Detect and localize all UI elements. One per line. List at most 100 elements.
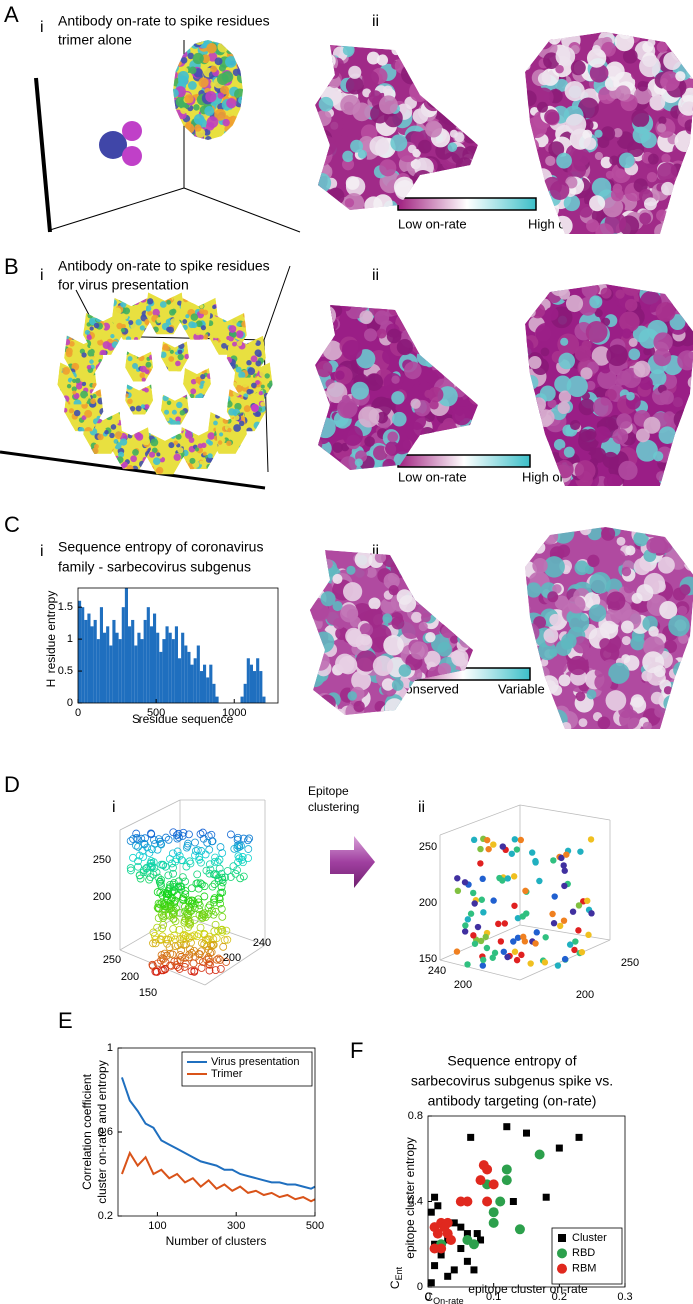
- point-3d: [585, 931, 592, 939]
- surface-patch: [575, 691, 586, 702]
- surface-patch: [176, 365, 184, 372]
- surface-patch: [235, 330, 244, 339]
- panel-title: Antibody on-rate to spike residues: [58, 258, 270, 274]
- point-3d: [134, 857, 142, 866]
- surface-patch: [80, 376, 86, 383]
- surface-patch: [135, 405, 142, 412]
- surface-patch: [628, 348, 641, 361]
- surface-patch: [173, 62, 179, 73]
- bar: [149, 626, 153, 703]
- point-3d: [214, 954, 223, 963]
- surface-patch: [192, 52, 204, 65]
- surface-patch: [95, 389, 104, 397]
- point-3d: [566, 941, 574, 948]
- surface-patch: [239, 131, 243, 139]
- point-3d: [169, 869, 177, 878]
- surface-patch: [525, 141, 536, 157]
- legend-box: [181, 1051, 313, 1087]
- surface-patch: [455, 174, 468, 188]
- surface-patch: [463, 308, 478, 328]
- point-3d: [181, 907, 189, 916]
- bar: [171, 639, 175, 703]
- surface-patch: [114, 431, 123, 439]
- bar: [209, 664, 213, 703]
- point-3d: [205, 845, 214, 854]
- surface-patch: [525, 90, 537, 107]
- point: [514, 1224, 525, 1235]
- surface-patch: [613, 128, 623, 138]
- axis-line: [34, 77, 52, 233]
- surface-patch: [412, 550, 435, 563]
- protein-surface: [125, 384, 154, 415]
- axis-symbol: S: [132, 712, 140, 726]
- surface-patch: [130, 297, 137, 304]
- surface-patch: [643, 636, 665, 658]
- point-3d: [140, 839, 148, 848]
- point-3d: [215, 895, 224, 904]
- surface-patch: [667, 709, 677, 719]
- surface-patch: [565, 294, 584, 313]
- surface-patch: [588, 604, 607, 622]
- point-3d: [147, 829, 155, 838]
- surface-patch: [179, 332, 187, 340]
- point-3d: [174, 829, 183, 838]
- point-3d: [239, 872, 248, 881]
- surface-patch: [525, 424, 530, 434]
- point-3d: [201, 850, 210, 859]
- surface-patch: [430, 305, 453, 317]
- surface-patch: [315, 391, 327, 407]
- surface-patch: [185, 431, 193, 439]
- point: [503, 1123, 511, 1131]
- surface-patch: [251, 415, 256, 420]
- surface-patch: [64, 338, 71, 346]
- surface-patch: [202, 451, 207, 456]
- surface-patch: [183, 297, 189, 303]
- surface-patch: [310, 700, 329, 715]
- surface-patch: [354, 550, 373, 569]
- point-3d: [577, 848, 584, 855]
- surface-patch: [226, 40, 236, 47]
- surface-patch: [310, 550, 321, 563]
- surface-patch: [368, 90, 382, 104]
- tick-label-3d: 240: [428, 965, 446, 977]
- sub-label: ii: [418, 799, 425, 816]
- surface-patch: [177, 349, 183, 355]
- surface-patch: [316, 360, 333, 378]
- panel-label: C: [4, 512, 20, 537]
- surface-patch: [543, 628, 559, 644]
- surface-patch: [180, 107, 187, 114]
- surface-patch: [171, 409, 177, 415]
- surface-patch: [57, 388, 62, 395]
- surface-patch: [560, 337, 569, 346]
- surface-patch: [537, 641, 557, 661]
- surface-patch: [357, 149, 367, 159]
- surface-patch: [222, 317, 227, 323]
- line-series: [120, 1077, 316, 1190]
- point-3d: [217, 926, 226, 934]
- surface-patch: [164, 416, 170, 422]
- surface-patch: [342, 425, 363, 446]
- surface-patch: [603, 473, 621, 486]
- point-3d: [172, 831, 181, 840]
- surface-patch: [327, 187, 345, 206]
- bar: [96, 639, 100, 703]
- line-series: [121, 1150, 316, 1203]
- surface-patch: [543, 556, 565, 578]
- surface-patch: [176, 401, 183, 409]
- point-3d: [187, 949, 196, 957]
- surface-patch: [467, 420, 478, 439]
- surface-patch: [226, 440, 232, 447]
- surface-patch: [162, 395, 169, 402]
- bar: [199, 671, 203, 703]
- tick-label-3d: 200: [419, 897, 437, 909]
- surface-patch: [401, 619, 421, 639]
- symbol-sub: Ent: [394, 1266, 404, 1280]
- surface-patch: [223, 312, 230, 317]
- point-3d: [168, 910, 177, 918]
- point-3d: [479, 875, 486, 883]
- point-3d: [149, 928, 158, 937]
- surface-patch: [175, 123, 183, 130]
- surface-patch: [656, 471, 667, 482]
- point-3d: [208, 837, 216, 846]
- point-3d: [480, 956, 487, 964]
